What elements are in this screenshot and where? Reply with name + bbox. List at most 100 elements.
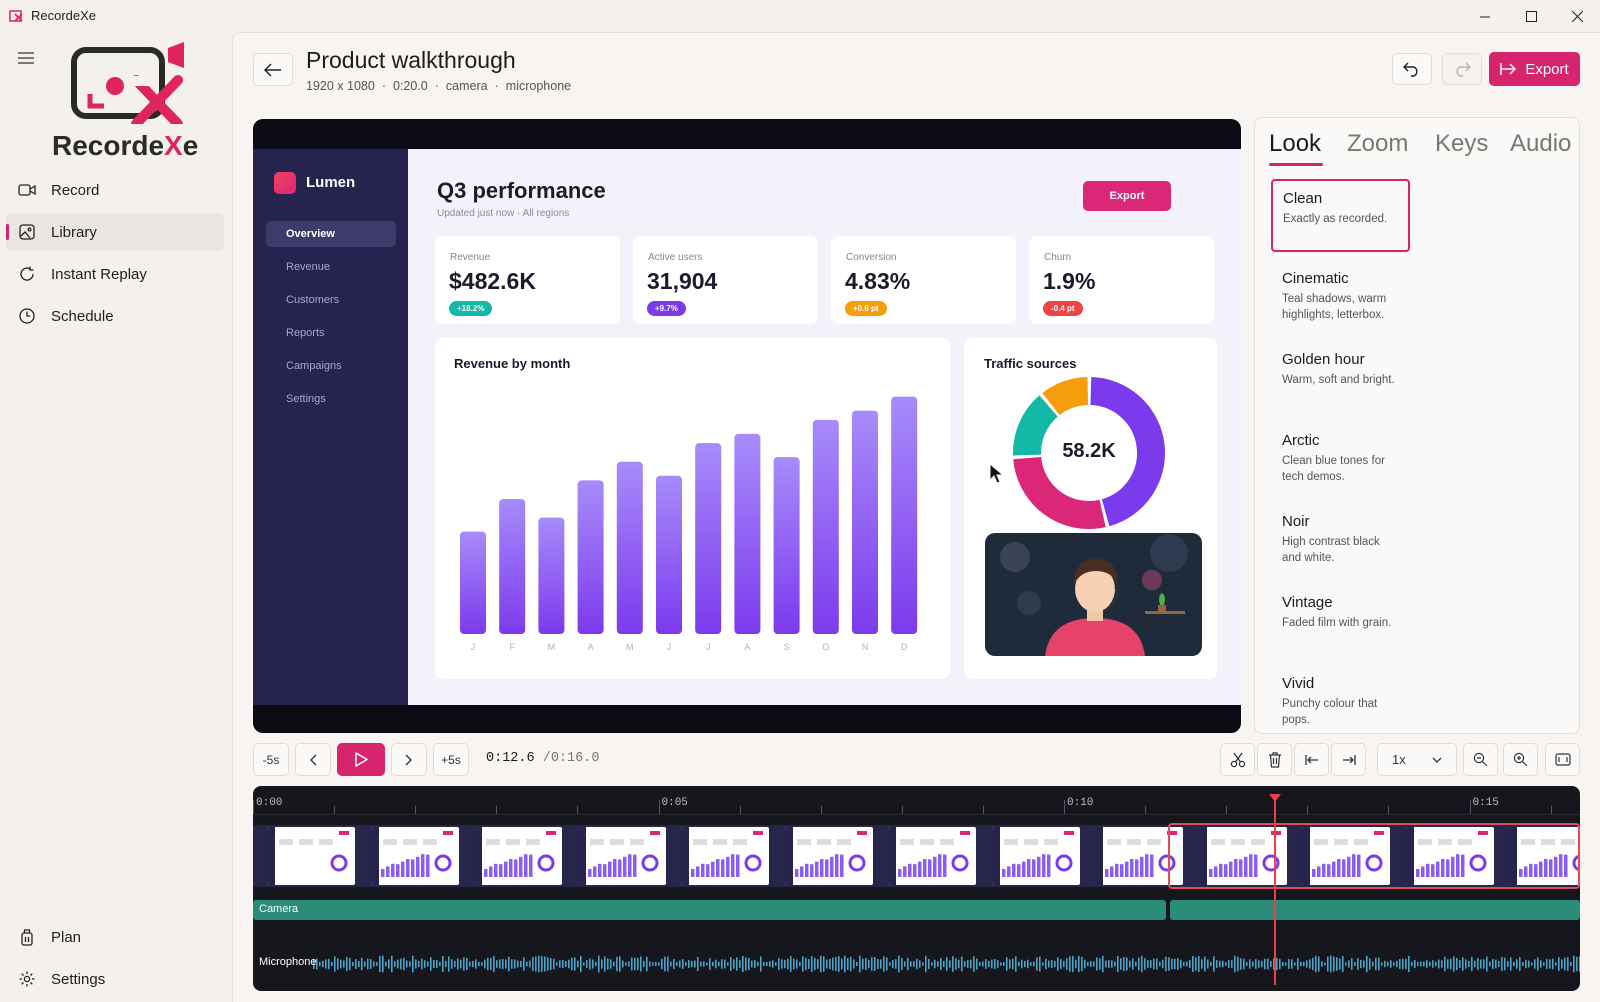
waveform-sample bbox=[553, 958, 555, 970]
page-title: Product walkthrough bbox=[306, 47, 516, 73]
revenue-chart-card: Revenue by month J F M A M J J A S O N D bbox=[435, 338, 950, 679]
camera-track-clip[interactable]: Camera bbox=[253, 900, 1166, 920]
sidebar-item-label: Settings bbox=[51, 970, 106, 988]
kpi-label: Revenue bbox=[450, 252, 491, 263]
video-thumbnail bbox=[474, 827, 562, 885]
video-thumbnail bbox=[1302, 827, 1390, 885]
redo-button[interactable] bbox=[1442, 53, 1482, 85]
preset-noir[interactable]: Noir High contrast black and white. bbox=[1271, 503, 1410, 576]
waveform-sample bbox=[346, 957, 348, 971]
tab-look[interactable]: Look bbox=[1269, 130, 1322, 157]
waveform-sample bbox=[1486, 956, 1488, 972]
playback-speed-select[interactable]: 1x bbox=[1377, 743, 1457, 776]
tab-audio[interactable]: Audio bbox=[1510, 130, 1572, 157]
waveform-sample bbox=[349, 957, 351, 971]
selected-clip-outline[interactable] bbox=[1168, 823, 1580, 889]
zoom-in-button[interactable] bbox=[1503, 743, 1538, 776]
ruler-tick bbox=[496, 806, 498, 814]
preset-cinematic[interactable]: Cinematic Teal shadows, warm highlights,… bbox=[1271, 260, 1410, 333]
waveform-sample bbox=[514, 959, 516, 969]
waveform-sample bbox=[505, 959, 507, 969]
waveform-sample bbox=[463, 957, 465, 971]
maximize-button[interactable] bbox=[1508, 0, 1554, 32]
skip-forward-5s-button[interactable]: +5s bbox=[433, 743, 469, 776]
ruler-time-label: 0:05 bbox=[661, 797, 688, 809]
month-tick-label: D bbox=[901, 642, 908, 652]
sidebar-item-library[interactable]: Library bbox=[6, 213, 224, 251]
dashboard-app-name: Lumen bbox=[306, 174, 356, 191]
preset-golden-hour[interactable]: Golden hour Warm, soft and bright. bbox=[1271, 341, 1410, 414]
waveform-sample bbox=[583, 962, 585, 966]
video-thumbnail bbox=[577, 827, 666, 885]
close-button[interactable] bbox=[1554, 0, 1600, 32]
play-button[interactable] bbox=[337, 743, 385, 776]
waveform-sample bbox=[1564, 957, 1566, 971]
trim-end-button[interactable] bbox=[1331, 743, 1366, 776]
waveform-sample bbox=[361, 957, 363, 971]
playhead[interactable] bbox=[1268, 792, 1282, 985]
waveform-sample bbox=[523, 957, 525, 971]
waveform-sample bbox=[721, 959, 723, 969]
waveform-sample bbox=[1135, 961, 1137, 967]
preset-arctic[interactable]: Arctic Clean blue tones for tech demos. bbox=[1271, 422, 1410, 495]
minimize-button[interactable] bbox=[1462, 0, 1508, 32]
preset-vivid[interactable]: Vivid Punchy colour that pops. bbox=[1271, 665, 1410, 733]
gear-icon bbox=[19, 971, 35, 987]
sidebar-item-instant-replay[interactable]: Instant Replay bbox=[6, 255, 224, 293]
sidebar-item-settings[interactable]: Settings bbox=[6, 960, 224, 998]
sidebar-item-record[interactable]: Record bbox=[6, 171, 224, 209]
kpi-card-revenue: Revenue $482.6K +18.2% bbox=[435, 236, 620, 324]
waveform-sample bbox=[1234, 955, 1236, 973]
preset-clean[interactable]: Clean Exactly as recorded. bbox=[1271, 179, 1410, 252]
waveform-sample bbox=[949, 960, 951, 968]
camera-track-clip[interactable] bbox=[1170, 900, 1580, 920]
zoom-out-button[interactable] bbox=[1463, 743, 1498, 776]
tab-keys[interactable]: Keys bbox=[1435, 130, 1489, 157]
trim-start-button[interactable] bbox=[1294, 743, 1329, 776]
waveform-sample bbox=[1018, 961, 1020, 967]
waveform-sample bbox=[1009, 959, 1011, 969]
waveform-sample bbox=[1243, 958, 1245, 970]
cut-button[interactable] bbox=[1220, 743, 1255, 776]
thumbnail-preview-image bbox=[577, 827, 660, 885]
tab-zoom[interactable]: Zoom bbox=[1347, 130, 1409, 157]
sidebar-item-plan[interactable]: Plan bbox=[6, 918, 224, 956]
waveform-sample bbox=[319, 961, 321, 967]
waveform-sample bbox=[1480, 959, 1482, 969]
hamburger-menu-button[interactable] bbox=[13, 47, 39, 69]
waveform-sample bbox=[1549, 959, 1551, 969]
waveform-sample bbox=[811, 956, 813, 972]
ruler-tick bbox=[1307, 806, 1309, 814]
back-button[interactable] bbox=[253, 53, 293, 86]
undo-button[interactable] bbox=[1392, 53, 1432, 85]
video-preview[interactable]: Lumen Overview Revenue Customers Reports… bbox=[253, 119, 1241, 733]
waveform-sample bbox=[1342, 956, 1344, 972]
waveform-sample bbox=[967, 960, 969, 968]
waveform-sample bbox=[520, 960, 522, 968]
microphone-waveform[interactable] bbox=[253, 949, 1580, 979]
waveform-sample bbox=[1264, 958, 1266, 970]
revenue-bar bbox=[499, 499, 526, 634]
previous-frame-button[interactable] bbox=[295, 743, 331, 776]
trash-icon bbox=[1268, 751, 1281, 768]
waveform-sample bbox=[1249, 959, 1251, 969]
preset-vintage[interactable]: Vintage Faded film with grain. bbox=[1271, 584, 1410, 657]
next-frame-button[interactable] bbox=[391, 743, 427, 776]
waveform-sample bbox=[1495, 959, 1497, 969]
delete-button[interactable] bbox=[1257, 743, 1292, 776]
waveform-sample bbox=[703, 961, 705, 967]
timeline[interactable]: 0:00 0:05 0:10 0:15 Camera Microphone bbox=[253, 786, 1580, 991]
waveform-sample bbox=[979, 961, 981, 967]
waveform-sample bbox=[730, 957, 732, 971]
sidebar-item-schedule[interactable]: Schedule bbox=[6, 297, 224, 335]
export-button[interactable]: Export bbox=[1489, 52, 1580, 86]
waveform-sample bbox=[877, 958, 879, 970]
video-track[interactable] bbox=[253, 825, 1580, 887]
waveform-sample bbox=[937, 961, 939, 967]
fit-timeline-button[interactable] bbox=[1545, 743, 1580, 776]
waveform-sample bbox=[328, 958, 330, 970]
waveform-sample bbox=[1081, 956, 1083, 972]
skip-back-5s-button[interactable]: -5s bbox=[253, 743, 289, 776]
waveform-sample bbox=[1024, 960, 1026, 968]
waveform-sample bbox=[769, 961, 771, 967]
